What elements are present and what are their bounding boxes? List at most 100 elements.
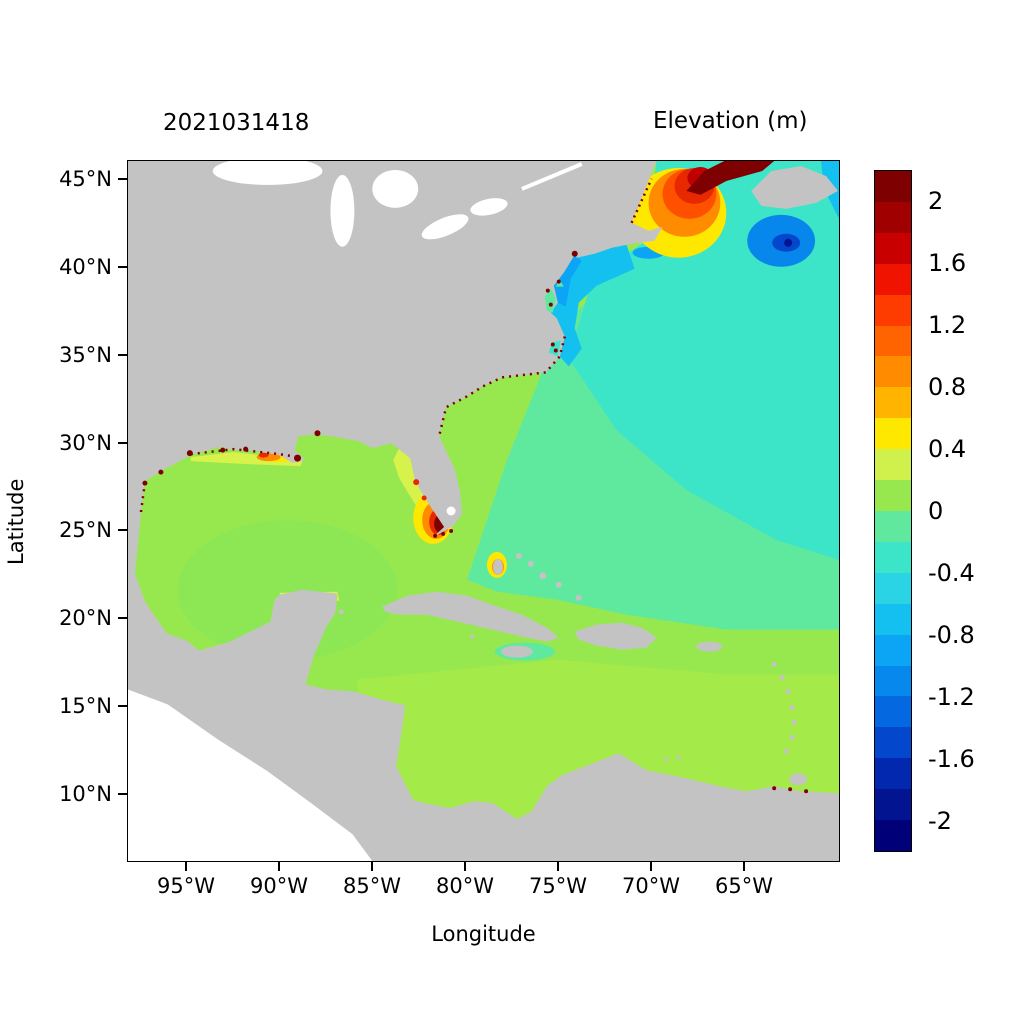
colorbar-band <box>875 789 911 821</box>
colorbar-tick-label: 1.6 <box>928 249 967 277</box>
x-tick-mark <box>557 862 559 871</box>
nova-scotia-island <box>751 165 839 209</box>
lake-huron <box>372 169 419 208</box>
lake-michigan <box>330 174 355 247</box>
colorbar-tick-label: -1.2 <box>928 683 975 711</box>
colorbar-band <box>875 510 911 542</box>
colorbar-tick-label: -1.6 <box>928 745 975 773</box>
x-tick-mark <box>185 862 187 871</box>
y-tick-mark <box>118 617 127 619</box>
pamlico-speckle-2 <box>553 348 558 353</box>
antilles-islet-7 <box>783 748 789 754</box>
north-america-landmass <box>128 161 839 861</box>
antilles-islet-5 <box>791 719 797 725</box>
antilles-islet-2 <box>779 675 785 681</box>
colorbar-band <box>875 325 911 357</box>
x-tick-label: 75°W <box>529 874 587 898</box>
y-tick-label: 15°N <box>59 694 112 718</box>
colorbar-tick-label: -0.4 <box>928 559 975 587</box>
louisiana-coast-speckles <box>190 447 299 459</box>
y-tick-label: 10°N <box>59 782 112 806</box>
texas-lagoon-speckles <box>139 481 147 513</box>
chesapeake-speckle-1 <box>545 288 550 293</box>
colorbar-tick-label: 0.8 <box>928 373 967 401</box>
y-tick-label: 45°N <box>59 167 112 191</box>
y-tick-mark <box>118 442 127 444</box>
colorbar-tick-label: -0.8 <box>928 621 975 649</box>
y-tick-mark <box>118 354 127 356</box>
matagorda-speckle <box>158 469 164 475</box>
louisiana-red-patch <box>258 452 269 458</box>
colorbar-band <box>875 263 911 295</box>
y-axis-label: Latitude <box>4 478 28 565</box>
x-tick-mark <box>371 862 373 871</box>
y-tick-label: 30°N <box>59 431 112 455</box>
galveston-speckle <box>186 450 193 457</box>
timestamp-title: 2021031418 <box>163 110 310 136</box>
colorbar-band <box>875 603 911 635</box>
vermilion-speckle <box>243 446 249 452</box>
x-tick-label: 70°W <box>622 874 680 898</box>
mississippi-delta-speckle <box>294 454 302 462</box>
colorbar-tick-label: -2 <box>928 807 952 835</box>
colorbar-band <box>875 727 911 759</box>
y-tick-mark <box>118 705 127 707</box>
x-tick-mark <box>743 862 745 871</box>
colorbar-band <box>875 356 911 388</box>
map-plot <box>127 160 840 862</box>
newyork-harbor-speckle <box>571 250 578 257</box>
y-tick-mark <box>118 178 127 180</box>
colorbar-band <box>875 418 911 450</box>
x-tick-label: 95°W <box>157 874 215 898</box>
colorbar-band <box>875 820 911 851</box>
colorbar-band <box>875 232 911 264</box>
pamlico-speckle-1 <box>550 342 555 347</box>
colorbar-title: Elevation (m) <box>653 108 808 134</box>
antilles-islet-4 <box>789 704 795 710</box>
puerto-rico-island <box>696 641 723 652</box>
chesapeake-speckle-2 <box>548 302 553 307</box>
gulf-center-region <box>177 519 398 660</box>
venezuela-coast-speckle-2 <box>788 787 793 792</box>
x-tick-label: 85°W <box>343 874 401 898</box>
newjersey-coastal-blue-band <box>553 254 582 307</box>
colorbar-band <box>875 201 911 233</box>
turks-islet <box>575 594 582 601</box>
maine-coast-speckles <box>630 178 653 224</box>
antilles-islet-1 <box>771 662 777 668</box>
cuba-island <box>382 591 559 642</box>
cayman-islet <box>470 634 475 639</box>
y-tick-label: 35°N <box>59 343 112 367</box>
chesapeake-bay-water <box>544 288 556 313</box>
bahamas-islet-3 <box>539 572 547 580</box>
y-tick-label: 25°N <box>59 518 112 542</box>
colorbar-band <box>875 387 911 419</box>
antilles-islet-6 <box>789 734 795 740</box>
y-tick-mark <box>118 793 127 795</box>
colorbar-tick-label: 0.4 <box>928 435 967 463</box>
antilles-islet-3 <box>785 688 791 694</box>
x-tick-label: 80°W <box>436 874 494 898</box>
x-axis-label: Longitude <box>431 922 536 946</box>
colorbar-band <box>875 634 911 666</box>
charlotte-harbor-speckle <box>421 495 427 501</box>
bahamas-islet-1 <box>515 552 522 559</box>
jamaica-island <box>500 645 533 658</box>
y-tick-label: 20°N <box>59 606 112 630</box>
lake-superior <box>212 161 323 185</box>
colorbar-band <box>875 758 911 790</box>
colorbar-band <box>875 171 911 202</box>
y-tick-mark <box>118 266 127 268</box>
bonaire-islet <box>676 755 681 760</box>
keys-speckle-3 <box>449 528 454 533</box>
keys-speckle-1 <box>433 533 438 538</box>
hispaniola-island <box>574 622 657 650</box>
tampa-bay-speckle <box>413 479 420 486</box>
x-tick-label: 65°W <box>715 874 773 898</box>
venezuela-coast-speckle-1 <box>772 786 777 791</box>
lake-ontario <box>470 198 508 216</box>
andros-island <box>492 558 503 575</box>
louisiana-yelgreen-strip <box>190 452 303 467</box>
delaware-speckle <box>556 279 561 284</box>
lake-erie <box>421 214 469 240</box>
